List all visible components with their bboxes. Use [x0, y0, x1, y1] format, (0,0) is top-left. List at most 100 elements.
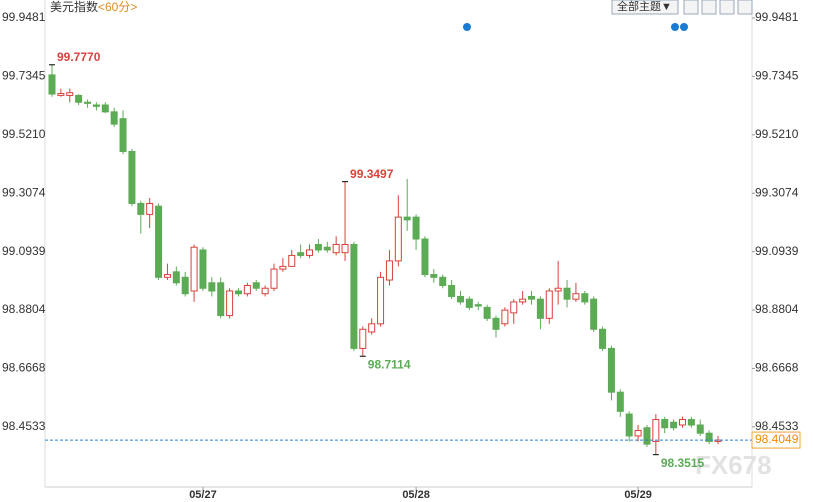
tool-icon[interactable]	[737, 0, 753, 15]
candle-body	[625, 413, 633, 437]
tool-icon[interactable]	[701, 0, 717, 15]
candle-body	[199, 249, 207, 289]
candle-body	[483, 306, 491, 319]
candle-body	[501, 309, 509, 325]
candle-body	[670, 421, 678, 429]
candle-body	[48, 74, 56, 95]
candle-body	[66, 92, 74, 96]
candle-body	[332, 243, 340, 254]
y-tick-label: 98.4533	[2, 419, 46, 433]
candle-body	[412, 216, 420, 240]
y-tick-label: 99.7345	[2, 69, 46, 83]
y-tick-label: 99.5210	[2, 127, 46, 141]
candle-body	[599, 328, 607, 349]
y-tick-label: 98.6668	[2, 361, 46, 375]
candle-body	[297, 252, 305, 256]
candle-body	[341, 243, 349, 254]
y-tick-label-right: 98.4533	[755, 419, 799, 433]
y-tick-label: 99.9481	[2, 10, 46, 24]
annotation-label: 98.3515	[661, 456, 705, 470]
candle-body	[634, 429, 642, 437]
candle-body	[643, 427, 651, 445]
candle-body	[75, 94, 83, 103]
y-tick-label-right: 98.8804	[755, 302, 799, 316]
candle-body	[554, 287, 562, 292]
candle-body	[678, 419, 686, 426]
candle-body	[208, 282, 216, 292]
candle-body	[421, 238, 429, 276]
candle-body	[492, 317, 500, 330]
candle-body	[314, 243, 322, 251]
candle-body	[92, 104, 100, 107]
y-tick-label: 99.3074	[2, 185, 46, 199]
y-tick-label: 98.8804	[2, 302, 46, 316]
candle-body	[572, 293, 580, 300]
candle-body	[607, 347, 615, 393]
candle-body	[528, 295, 536, 300]
candle-body	[243, 285, 251, 295]
candle-body	[57, 93, 65, 96]
candle-body	[190, 246, 198, 292]
tool-icon[interactable]	[719, 0, 735, 15]
candle-body	[137, 202, 145, 215]
y-tick-label-right: 98.6668	[755, 361, 799, 375]
current-price-label: 98.4049	[755, 432, 799, 446]
candle-body	[234, 290, 242, 295]
candle-body	[616, 391, 624, 412]
candle-body	[696, 424, 704, 434]
candle-body	[146, 202, 154, 215]
theme-button-label[interactable]: 全部主题▼	[617, 0, 672, 13]
y-tick-label-right: 99.5210	[755, 127, 799, 141]
candle-body	[385, 260, 393, 281]
annotation-label: 99.3497	[350, 167, 394, 181]
candle-body	[581, 293, 589, 303]
y-tick-label-right: 99.3074	[755, 185, 799, 199]
event-marker[interactable]	[671, 23, 679, 31]
candle-body	[270, 268, 278, 289]
x-tick-label: 05/29	[624, 489, 652, 501]
candle-body	[110, 111, 118, 125]
y-tick-label-right: 99.9481	[755, 10, 799, 24]
candle-body	[394, 216, 402, 262]
candle-body	[661, 419, 669, 429]
x-tick-label: 05/28	[402, 489, 430, 501]
candle-body	[163, 274, 171, 278]
candle-body	[448, 285, 456, 297]
candle-body	[306, 249, 314, 256]
candle-body	[456, 295, 464, 303]
candle-body	[350, 243, 358, 349]
candle-body	[84, 101, 92, 104]
candle-body	[430, 274, 438, 278]
event-marker[interactable]	[463, 23, 471, 31]
candle-body	[510, 301, 518, 314]
candle-body	[323, 246, 331, 251]
period-label[interactable]: <60分>	[98, 0, 137, 14]
candle-body	[545, 290, 553, 319]
candle-body	[101, 104, 109, 113]
current-price-box	[751, 431, 801, 449]
candle-body	[474, 304, 482, 307]
candle-body	[252, 282, 260, 289]
chart-title: 美元指数	[50, 0, 98, 14]
y-tick-label: 99.0939	[2, 244, 46, 258]
y-tick-label-right: 99.0939	[755, 244, 799, 258]
candle-body	[439, 276, 447, 287]
tool-icon[interactable]	[683, 0, 699, 15]
candle-body	[687, 419, 695, 426]
candle-body	[652, 419, 660, 442]
candle-body	[128, 150, 136, 204]
candle-body	[279, 265, 287, 270]
candle-body	[705, 432, 713, 442]
candle-body	[465, 298, 473, 308]
candle-body	[519, 298, 527, 303]
event-marker[interactable]	[680, 23, 688, 31]
candle-body	[590, 298, 598, 330]
candle-body	[359, 328, 367, 349]
annotation-label: 99.7770	[57, 50, 101, 64]
x-tick-label: 05/27	[189, 489, 217, 501]
theme-button[interactable]	[611, 0, 679, 15]
candle-body	[368, 323, 376, 333]
candle-body	[172, 271, 180, 284]
